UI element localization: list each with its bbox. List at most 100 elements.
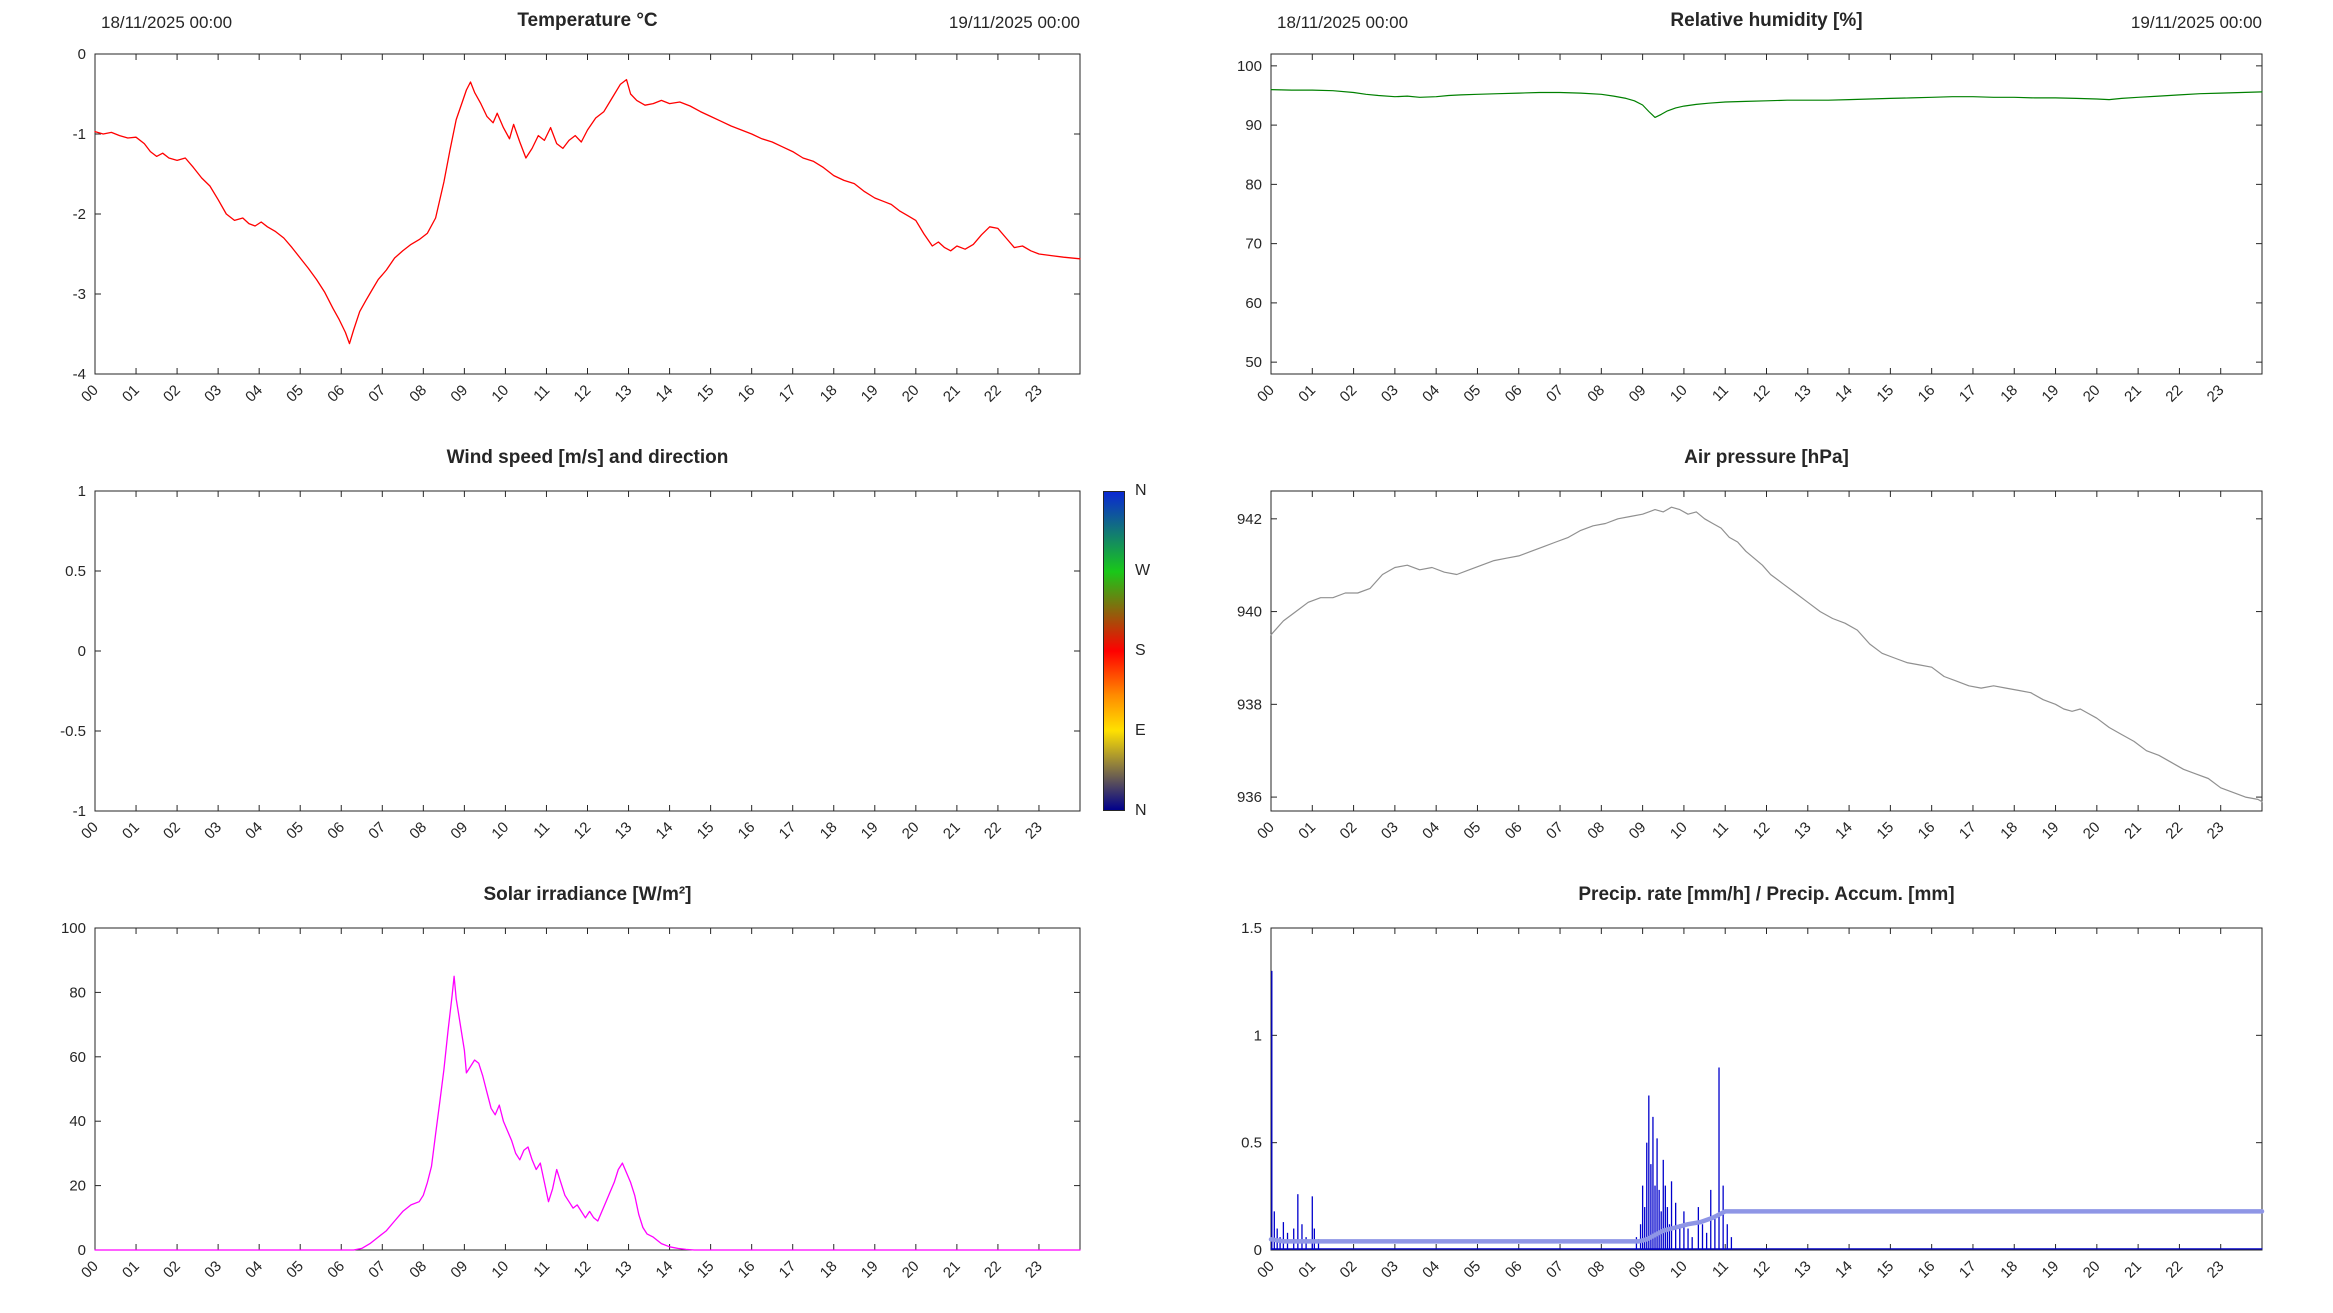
svg-text:13: 13 [612,1258,636,1282]
svg-text:16: 16 [1915,1258,1939,1282]
svg-text:04: 04 [242,1258,266,1282]
svg-text:-3: -3 [73,286,86,303]
svg-text:18: 18 [817,382,841,406]
svg-text:08: 08 [406,819,430,843]
svg-text:07: 07 [365,382,389,406]
svg-text:03: 03 [201,382,225,406]
svg-text:0.5: 0.5 [1241,1135,1262,1152]
svg-text:23: 23 [1022,1258,1046,1282]
svg-text:08: 08 [1584,382,1608,406]
svg-text:-4: -4 [73,366,86,383]
svg-text:11: 11 [530,382,553,405]
svg-text:09: 09 [1626,382,1650,406]
colorbar-label-n-bottom: N [1135,802,1147,819]
svg-text:22: 22 [981,819,1005,843]
svg-text:15: 15 [1873,1258,1897,1282]
svg-text:03: 03 [201,1258,225,1282]
svg-text:18: 18 [1997,382,2021,406]
svg-text:08: 08 [406,1258,430,1282]
svg-text:1.5: 1.5 [1241,920,1262,937]
date-end-label: 19/11/2025 00:00 [2130,13,2262,32]
date-end-label: 19/11/2025 00:00 [948,13,1080,32]
svg-text:100: 100 [1237,58,1262,75]
panel-precip: Precip. rate [mm/h] / Precip. Accum. [mm… [1166,874,2333,1313]
svg-text:20: 20 [899,819,923,843]
svg-text:100: 100 [61,920,86,937]
svg-text:04: 04 [1419,819,1443,843]
colorbar-label-s: S [1135,642,1146,659]
svg-text:01: 01 [1295,1258,1319,1282]
pressure-chart: 00 01 02 03 04 05 06 07 08 09 10 11 12 13 14 15 16 17 18 19… [1237,490,2263,843]
svg-text:14: 14 [653,382,677,406]
svg-text:12: 12 [571,382,595,406]
svg-text:17: 17 [1956,382,1980,406]
svg-text:07: 07 [365,1258,389,1282]
solar-title: Solar irradiance [W/m²] [483,884,692,905]
svg-text:13: 13 [1791,819,1815,843]
svg-text:-1: -1 [73,126,86,143]
svg-text:00: 00 [78,819,102,843]
svg-text:20: 20 [69,1178,86,1195]
svg-text:05: 05 [283,382,307,406]
svg-text:11: 11 [530,819,553,842]
svg-text:90: 90 [1245,117,1262,134]
svg-text:60: 60 [1245,295,1262,312]
svg-text:80: 80 [1245,176,1262,193]
svg-text:10: 10 [488,1258,512,1282]
svg-text:11: 11 [530,1258,553,1281]
svg-text:02: 02 [1337,819,1361,843]
wind-direction-colorbar: N W S E N [1103,482,1163,819]
svg-text:12: 12 [1750,819,1774,843]
svg-text:22: 22 [2162,1258,2186,1282]
panel-pressure: Air pressure [hPa] 00 01 02 03 04 05 06 07 08 09 1… [1166,437,2333,874]
svg-text:00: 00 [1254,1258,1278,1282]
solar-header: Solar irradiance [W/m²] [95,880,1080,914]
pressure-header: Air pressure [hPa] [1271,443,2262,477]
svg-text:02: 02 [160,382,184,406]
svg-text:00: 00 [78,382,102,406]
svg-text:02: 02 [160,819,184,843]
svg-text:14: 14 [1832,1258,1856,1282]
svg-text:16: 16 [735,819,759,843]
humidity-chart: 00 01 02 03 04 05 06 07 08 09 10 11 12 13 14 15 16 17 18 19… [1237,53,2263,406]
svg-text:20: 20 [2080,819,2104,843]
svg-text:21: 21 [2121,819,2145,843]
svg-text:940: 940 [1237,604,1262,621]
svg-text:0: 0 [78,46,86,63]
svg-text:13: 13 [612,382,636,406]
colorbar-label-n-top: N [1135,482,1147,499]
pressure-title: Air pressure [hPa] [1684,447,1849,468]
svg-text:05: 05 [1460,382,1484,406]
svg-text:05: 05 [283,819,307,843]
svg-text:11: 11 [1709,1258,1732,1281]
svg-text:06: 06 [324,382,348,406]
svg-text:23: 23 [2204,1258,2228,1282]
svg-text:17: 17 [1956,819,1980,843]
svg-text:03: 03 [1378,382,1402,406]
svg-text:01: 01 [119,819,143,843]
svg-text:07: 07 [1543,1258,1567,1282]
svg-text:18: 18 [817,819,841,843]
svg-text:10: 10 [488,382,512,406]
svg-text:18: 18 [1997,819,2021,843]
svg-text:07: 07 [1543,819,1567,843]
svg-text:09: 09 [1626,819,1650,843]
colorbar-label-w: W [1135,562,1151,579]
svg-text:03: 03 [201,819,225,843]
svg-text:08: 08 [406,382,430,406]
svg-text:09: 09 [1626,1258,1650,1282]
svg-text:21: 21 [2121,382,2145,406]
solar-chart: 00 01 02 03 04 05 06 07 08 09 10 11 12 13 14 15 16 17 18 19… [61,920,1081,1282]
svg-text:01: 01 [1295,819,1319,843]
svg-text:10: 10 [1667,819,1691,843]
svg-text:19: 19 [2039,1258,2063,1282]
svg-text:1: 1 [1254,1027,1262,1044]
svg-text:10: 10 [1667,1258,1691,1282]
svg-text:00: 00 [1254,382,1278,406]
svg-text:09: 09 [447,819,471,843]
svg-text:80: 80 [69,984,86,1001]
svg-text:23: 23 [1022,819,1046,843]
svg-text:11: 11 [1709,819,1732,842]
precip-title: Precip. rate [mm/h] / Precip. Accum. [mm… [1578,884,1955,905]
